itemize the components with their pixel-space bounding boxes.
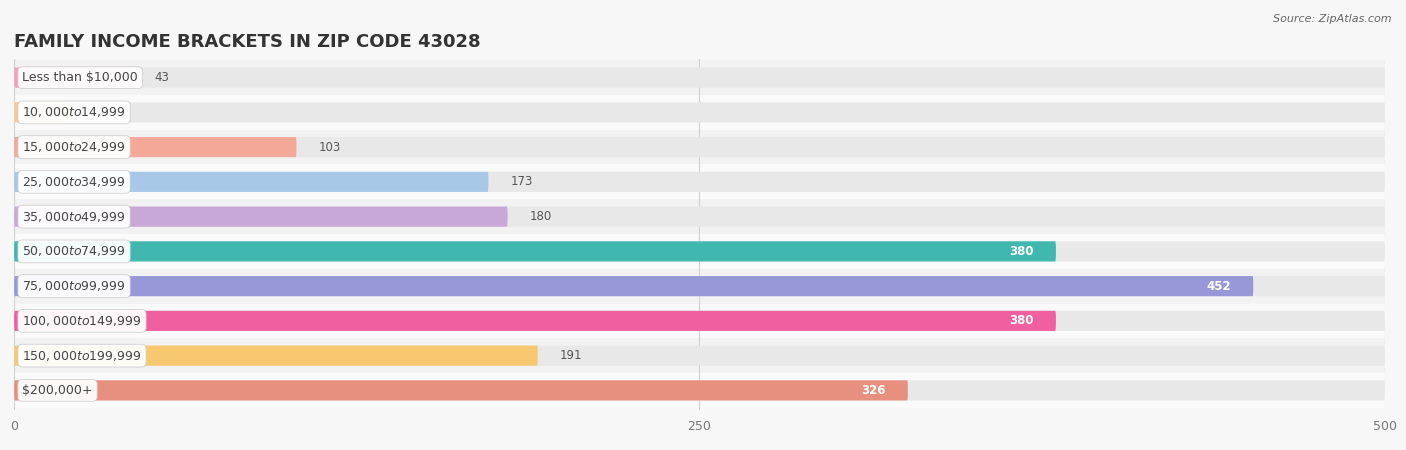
Text: FAMILY INCOME BRACKETS IN ZIP CODE 43028: FAMILY INCOME BRACKETS IN ZIP CODE 43028 [14, 33, 481, 51]
Text: $150,000 to $199,999: $150,000 to $199,999 [22, 349, 142, 363]
FancyBboxPatch shape [14, 241, 1385, 261]
Text: 180: 180 [530, 210, 551, 223]
Text: $75,000 to $99,999: $75,000 to $99,999 [22, 279, 125, 293]
Text: $35,000 to $49,999: $35,000 to $49,999 [22, 210, 125, 224]
Text: $50,000 to $74,999: $50,000 to $74,999 [22, 244, 125, 258]
FancyBboxPatch shape [14, 276, 1253, 296]
FancyBboxPatch shape [14, 303, 1385, 338]
Text: $10,000 to $14,999: $10,000 to $14,999 [22, 105, 125, 119]
Text: 452: 452 [1206, 279, 1232, 292]
FancyBboxPatch shape [14, 102, 1385, 122]
FancyBboxPatch shape [14, 68, 132, 88]
FancyBboxPatch shape [14, 207, 508, 227]
Text: $15,000 to $24,999: $15,000 to $24,999 [22, 140, 125, 154]
FancyBboxPatch shape [14, 373, 1385, 408]
FancyBboxPatch shape [14, 380, 908, 400]
Text: $200,000+: $200,000+ [22, 384, 93, 397]
FancyBboxPatch shape [14, 241, 1056, 261]
FancyBboxPatch shape [14, 269, 1385, 303]
FancyBboxPatch shape [14, 346, 537, 366]
Text: Less than $10,000: Less than $10,000 [22, 71, 138, 84]
Text: 20: 20 [91, 106, 105, 119]
Text: 173: 173 [510, 176, 533, 189]
Text: $100,000 to $149,999: $100,000 to $149,999 [22, 314, 142, 328]
FancyBboxPatch shape [14, 207, 1385, 227]
FancyBboxPatch shape [14, 130, 1385, 165]
FancyBboxPatch shape [14, 311, 1056, 331]
FancyBboxPatch shape [14, 276, 1385, 296]
Text: 103: 103 [318, 140, 340, 153]
FancyBboxPatch shape [14, 137, 1385, 157]
FancyBboxPatch shape [14, 380, 1385, 400]
Text: 326: 326 [862, 384, 886, 397]
FancyBboxPatch shape [14, 311, 1385, 331]
Text: Source: ZipAtlas.com: Source: ZipAtlas.com [1274, 14, 1392, 23]
FancyBboxPatch shape [14, 346, 1385, 366]
Text: $25,000 to $34,999: $25,000 to $34,999 [22, 175, 125, 189]
FancyBboxPatch shape [14, 165, 1385, 199]
FancyBboxPatch shape [14, 102, 69, 122]
FancyBboxPatch shape [14, 95, 1385, 130]
FancyBboxPatch shape [14, 338, 1385, 373]
Text: 43: 43 [153, 71, 169, 84]
FancyBboxPatch shape [14, 68, 1385, 88]
FancyBboxPatch shape [14, 172, 1385, 192]
Text: 380: 380 [1010, 315, 1033, 328]
Text: 191: 191 [560, 349, 582, 362]
Text: 380: 380 [1010, 245, 1033, 258]
FancyBboxPatch shape [14, 199, 1385, 234]
FancyBboxPatch shape [14, 137, 297, 157]
FancyBboxPatch shape [14, 234, 1385, 269]
FancyBboxPatch shape [14, 60, 1385, 95]
FancyBboxPatch shape [14, 172, 488, 192]
